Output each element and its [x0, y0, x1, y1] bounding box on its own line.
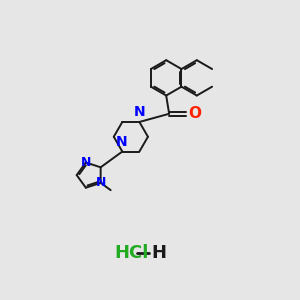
Text: N: N	[134, 105, 146, 119]
Text: H: H	[152, 244, 166, 262]
Text: HCl: HCl	[115, 244, 149, 262]
Text: O: O	[188, 106, 201, 121]
Text: N: N	[95, 176, 106, 189]
Text: N: N	[116, 135, 128, 149]
Text: N: N	[81, 156, 91, 169]
